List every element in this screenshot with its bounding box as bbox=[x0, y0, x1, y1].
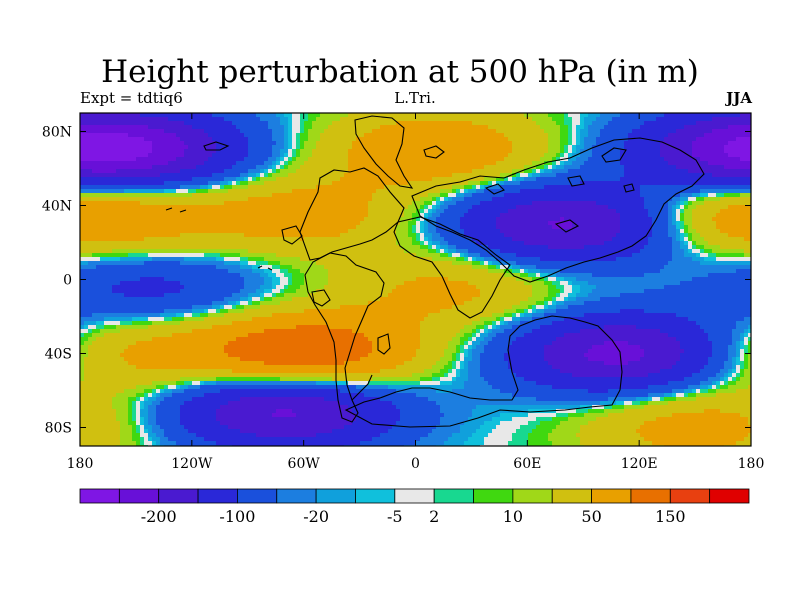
colorbar-swatch bbox=[355, 488, 396, 504]
coastline-island-3 bbox=[484, 183, 505, 195]
y-tick-label: 0 bbox=[63, 273, 72, 289]
coastline-south-america bbox=[304, 252, 385, 423]
map-title: Height perturbation at 500 hPa (in m) bbox=[101, 54, 699, 90]
region-label: L.Tri. bbox=[394, 89, 436, 107]
colorbar-swatch bbox=[158, 488, 199, 504]
colorbar-swatch bbox=[197, 488, 238, 504]
coastline-africa bbox=[393, 216, 511, 319]
colorbar-label: -20 bbox=[303, 507, 329, 526]
coastline-island-2 bbox=[423, 145, 445, 159]
colorbar-swatch bbox=[315, 488, 356, 504]
colorbar-swatch bbox=[118, 488, 160, 504]
x-tick-label: 120E bbox=[621, 456, 658, 472]
coastline-greenland bbox=[354, 115, 414, 189]
colorbar-swatch bbox=[276, 488, 317, 504]
contour-field bbox=[80, 113, 751, 446]
axes: 180 120W 60W 0 60E 120E 180 80N 40N 0 40S 80S bbox=[42, 113, 764, 472]
colorbar-label: 2 bbox=[429, 507, 439, 526]
colorbar-label: 10 bbox=[503, 507, 523, 526]
colorbar-swatch bbox=[473, 488, 514, 504]
x-tick-label: 0 bbox=[411, 456, 420, 472]
y-tick-label: 80S bbox=[45, 421, 72, 437]
y-tick-label: 80N bbox=[42, 125, 72, 141]
colorbar-swatch bbox=[394, 488, 435, 504]
x-tick-label: 180 bbox=[67, 456, 94, 472]
x-tick-label: 120W bbox=[171, 456, 213, 472]
coastline-island-6 bbox=[554, 219, 580, 233]
colorbar-label: -100 bbox=[219, 507, 255, 526]
coastline-island-11 bbox=[567, 175, 585, 187]
coastline-antarctic-peninsula bbox=[351, 374, 373, 401]
colorbar-label: 150 bbox=[655, 507, 686, 526]
experiment-label: Expt = tdtiq6 bbox=[80, 89, 183, 107]
y-tick-label: 40N bbox=[42, 199, 72, 215]
colorbar-swatch bbox=[709, 488, 750, 504]
colorbar-swatch bbox=[512, 488, 553, 504]
coastline-island-9 bbox=[165, 207, 187, 213]
colorbar-swatch bbox=[551, 488, 592, 504]
colorbar-swatch bbox=[669, 488, 711, 504]
colorbar-swatch bbox=[79, 488, 120, 504]
coastline-north-america bbox=[299, 167, 405, 261]
x-tick-label: 60W bbox=[288, 456, 321, 472]
coastline-antarctica bbox=[344, 315, 623, 428]
colorbar-swatch bbox=[237, 488, 278, 504]
y-tick-label: 40S bbox=[45, 347, 72, 363]
season-label: JJA bbox=[726, 89, 752, 107]
colorbar: -200 -100 -20 -5 2 10 50 150 bbox=[79, 488, 750, 526]
coastline-island-5 bbox=[281, 225, 303, 245]
colorbar-label: 50 bbox=[581, 507, 601, 526]
coastline-island-7 bbox=[377, 333, 391, 355]
coastlines bbox=[165, 115, 705, 428]
x-tick-label: 60E bbox=[513, 456, 541, 472]
coastline-island-12 bbox=[623, 183, 635, 193]
coastline-island-4 bbox=[203, 141, 230, 151]
colorbar-label: -5 bbox=[387, 507, 403, 526]
coastline-island-8 bbox=[311, 289, 331, 307]
colorbar-swatch bbox=[630, 488, 671, 504]
x-tick-label: 180 bbox=[738, 456, 765, 472]
colorbar-swatch bbox=[433, 488, 474, 504]
colorbar-label: -200 bbox=[141, 507, 177, 526]
coastline-eurasia bbox=[411, 137, 705, 283]
coastline-island-1 bbox=[601, 147, 627, 163]
colorbar-swatch bbox=[591, 488, 632, 504]
coastline-island-10 bbox=[257, 265, 273, 271]
